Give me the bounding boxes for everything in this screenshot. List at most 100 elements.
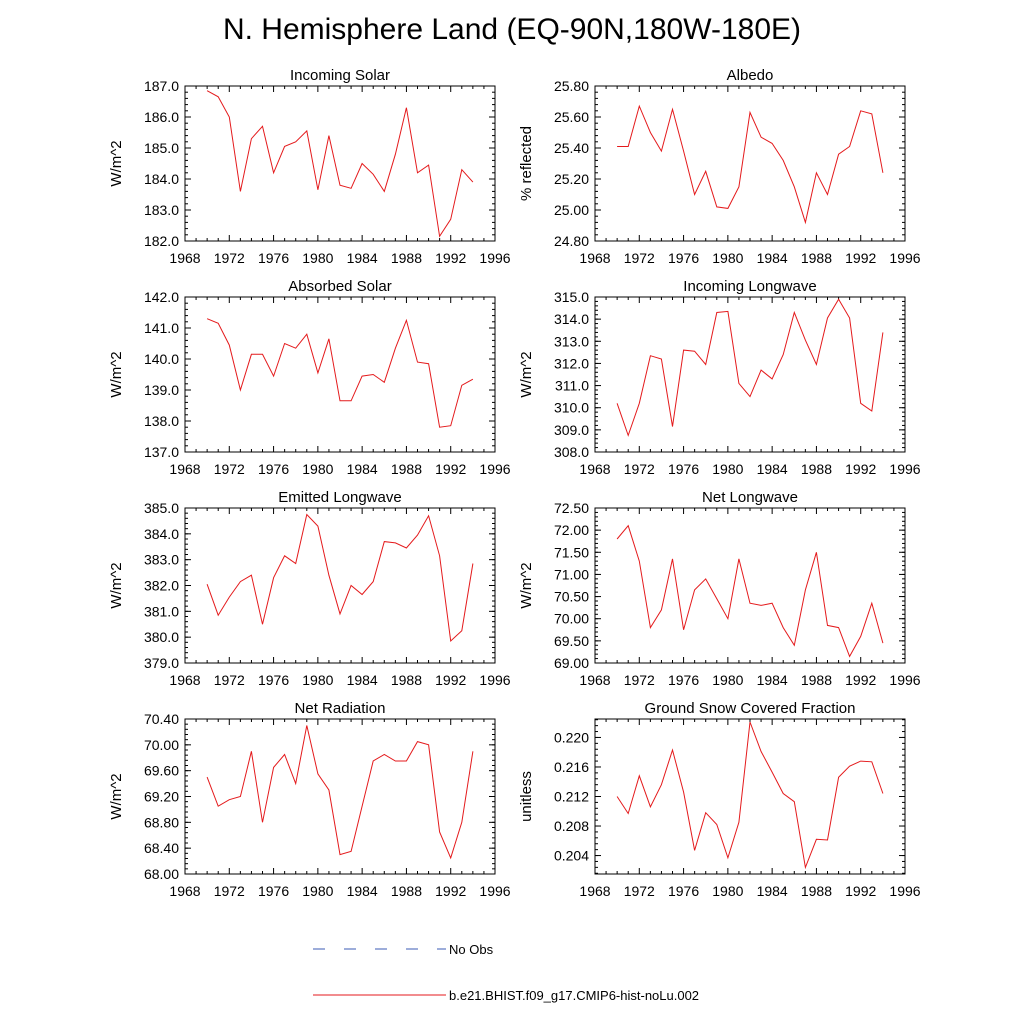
y-tick-label: 72.00 [554,522,589,538]
y-tick-label: 0.216 [554,759,589,775]
x-tick-label: 1992 [435,250,466,266]
y-tick-label: 384.0 [144,526,179,542]
x-tick-label: 1972 [624,461,655,477]
x-tick-label: 1980 [302,672,333,688]
y-tick-label: 68.80 [144,814,179,830]
y-tick-label: 142.0 [144,289,179,305]
page-title: N. Hemisphere Land (EQ-90N,180W-180E) [222,13,802,46]
y-axis-label: W/m^2 [518,351,535,397]
x-tick-label: 1976 [668,883,699,899]
y-tick-label: 141.0 [144,320,179,336]
y-tick-label: 69.00 [554,655,589,671]
x-tick-label: 1996 [479,883,510,899]
x-tick-label: 1976 [258,672,289,688]
series-line [206,90,474,238]
x-tick-label: 1976 [668,461,699,477]
y-tick-label: 25.80 [554,78,589,94]
x-tick-label: 1988 [801,250,832,266]
y-tick-label: 382.0 [144,578,179,594]
x-tick-label: 1996 [479,461,510,477]
x-tick-label: 1976 [668,250,699,266]
chart-panel-2: Albedo % reflected 1968 1972 1976 1980 1984 198… [518,67,921,266]
chart-panel-3: Absorbed Solar W/m^2 1968 1972 1976 1980 1984 1… [108,278,511,477]
chart-panel-1: Incoming Solar W/m^2 1968 1972 1976 1980 1984 1… [108,67,511,266]
series-line [617,104,884,225]
y-axis-label: W/m^2 [108,773,125,819]
y-axis-label: W/m^2 [108,562,125,608]
x-tick-label: 1980 [712,461,743,477]
x-tick-label: 1968 [169,883,200,899]
series-line [616,721,884,870]
panel-title: Ground Snow Covered Fraction [645,700,856,717]
series-line [206,725,474,860]
y-tick-label: 70.40 [144,711,179,727]
series-line [206,318,474,428]
x-tick-label: 1972 [624,883,655,899]
x-tick-label: 1988 [391,250,422,266]
y-tick-label: 381.0 [144,603,179,619]
x-tick-label: 1984 [757,883,788,899]
x-tick-label: 1984 [757,461,788,477]
y-tick-label: 183.0 [144,202,179,218]
y-axis-label: W/m^2 [518,562,535,608]
y-tick-label: 379.0 [144,655,179,671]
y-tick-label: 315.0 [554,289,589,305]
x-tick-label: 1980 [712,883,743,899]
x-tick-label: 1992 [845,672,876,688]
panel-title: Absorbed Solar [288,278,391,295]
y-tick-label: 186.0 [144,109,179,125]
x-tick-label: 1972 [214,250,245,266]
panel-title: Net Radiation [295,700,386,717]
y-tick-label: 0.204 [554,848,589,864]
x-tick-label: 1984 [347,461,378,477]
x-tick-label: 1968 [579,672,610,688]
x-tick-label: 1980 [712,250,743,266]
x-tick-label: 1980 [302,883,333,899]
plot-frame [594,718,906,875]
x-tick-label: 1988 [391,461,422,477]
y-tick-label: 138.0 [144,413,179,429]
x-tick-label: 1976 [668,672,699,688]
plot-frame [184,85,496,242]
chart-panel-5: Emitted Longwave W/m^2 1968 1972 1976 1980 198… [108,489,511,688]
y-tick-label: 185.0 [144,140,179,156]
y-tick-label: 309.0 [554,422,589,438]
x-tick-label: 1984 [757,250,788,266]
x-tick-label: 1972 [214,883,245,899]
y-tick-label: 68.00 [144,866,179,882]
y-tick-label: 70.00 [554,611,589,627]
y-tick-label: 70.00 [144,737,179,753]
x-tick-label: 1968 [579,250,610,266]
y-axis-label: % reflected [518,126,535,201]
y-axis-label: W/m^2 [108,351,125,397]
y-tick-label: 308.0 [554,444,589,460]
x-tick-label: 1984 [347,672,378,688]
y-axis-label: unitless [518,771,535,822]
y-tick-label: 72.50 [554,500,589,516]
plot-frame [184,296,496,453]
x-tick-label: 1972 [624,672,655,688]
y-tick-label: 69.20 [144,789,179,805]
chart-panel-6: Net Longwave W/m^2 1968 1972 1976 1980 1984 198… [518,489,921,688]
x-tick-label: 1968 [169,250,200,266]
x-tick-label: 1972 [624,250,655,266]
y-tick-label: 380.0 [144,629,179,645]
x-tick-label: 1996 [889,250,920,266]
x-tick-label: 1968 [579,883,610,899]
plot-frame [594,85,906,242]
x-tick-label: 1996 [889,461,920,477]
y-tick-label: 184.0 [144,171,179,187]
x-tick-label: 1992 [435,672,466,688]
x-tick-label: 1992 [435,461,466,477]
y-axis-label: W/m^2 [108,140,125,186]
x-tick-label: 1988 [391,883,422,899]
y-tick-label: 71.00 [554,566,589,582]
panel-title: Incoming Longwave [683,278,816,295]
y-tick-label: 182.0 [144,233,179,249]
x-tick-label: 1980 [302,461,333,477]
x-tick-label: 1988 [801,461,832,477]
chart-panel-4: Incoming Longwave W/m^2 1968 1972 1976 1980 19… [518,278,921,477]
panel-title: Incoming Solar [290,67,390,84]
y-tick-label: 25.20 [554,171,589,187]
y-tick-label: 68.40 [144,840,179,856]
